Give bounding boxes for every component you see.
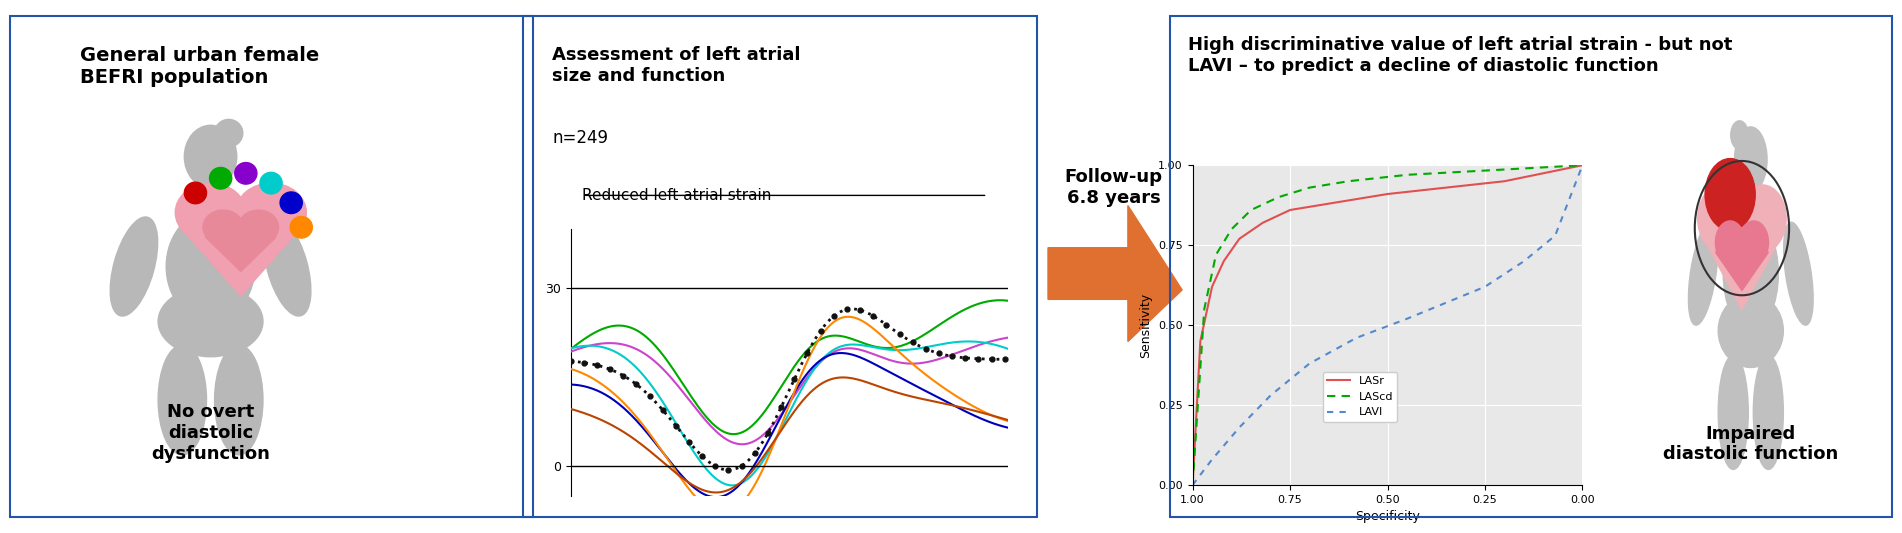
Bar xyxy=(1744,168,1757,200)
Ellipse shape xyxy=(215,119,243,147)
Circle shape xyxy=(291,216,312,238)
Polygon shape xyxy=(181,227,301,296)
LAVI xyxy=(1544,232,1567,239)
LASr xyxy=(1318,200,1341,207)
Legend: LASr, LAScd, LAVI: LASr, LAScd, LAVI xyxy=(1324,372,1398,422)
Ellipse shape xyxy=(1738,221,1769,264)
Polygon shape xyxy=(1716,252,1769,290)
LAScd xyxy=(1267,194,1290,200)
Circle shape xyxy=(234,163,257,184)
X-axis label: Specificity: Specificity xyxy=(1354,510,1421,523)
Ellipse shape xyxy=(184,125,236,188)
LASr xyxy=(1229,236,1252,242)
LAVI xyxy=(1512,258,1535,264)
LASr xyxy=(1571,162,1594,168)
LASr xyxy=(1278,207,1301,213)
LAScd xyxy=(1181,482,1204,488)
LAVI xyxy=(1434,300,1457,306)
Ellipse shape xyxy=(165,212,255,321)
Circle shape xyxy=(184,182,207,204)
Text: Impaired
diastolic function: Impaired diastolic function xyxy=(1662,425,1839,463)
Ellipse shape xyxy=(1784,222,1813,325)
Text: General urban female
BEFRI population: General urban female BEFRI population xyxy=(80,46,320,87)
LAVI xyxy=(1181,482,1204,488)
LAScd xyxy=(1571,162,1594,168)
Line: LAScd: LAScd xyxy=(1193,165,1582,485)
LASr xyxy=(1181,482,1204,488)
Y-axis label: Sensitivity: Sensitivity xyxy=(1139,293,1153,358)
Ellipse shape xyxy=(175,183,245,242)
Line: LASr: LASr xyxy=(1193,165,1582,485)
Ellipse shape xyxy=(110,217,158,316)
LAVI xyxy=(1229,424,1252,431)
Ellipse shape xyxy=(1723,216,1778,331)
LASr xyxy=(1377,191,1400,197)
LASr xyxy=(1434,184,1457,191)
LASr xyxy=(1493,178,1516,184)
Ellipse shape xyxy=(204,210,243,245)
Text: High discriminative value of left atrial strain - but not
LAVI – to predict a de: High discriminative value of left atrial… xyxy=(1189,36,1733,75)
LAScd xyxy=(1221,226,1244,232)
Ellipse shape xyxy=(1731,121,1748,149)
Ellipse shape xyxy=(1718,355,1748,470)
Ellipse shape xyxy=(1738,185,1786,252)
Text: Reduced left atrial strain: Reduced left atrial strain xyxy=(582,188,772,203)
Line: LAVI: LAVI xyxy=(1193,165,1582,485)
LAVI xyxy=(1474,284,1497,290)
LAScd xyxy=(1204,252,1227,258)
LAScd xyxy=(1396,172,1419,178)
LASr xyxy=(1200,284,1223,290)
Ellipse shape xyxy=(158,286,262,357)
Bar xyxy=(200,165,221,196)
Text: n=249: n=249 xyxy=(552,129,609,147)
LAVI xyxy=(1259,392,1282,399)
LAVI xyxy=(1571,162,1594,168)
Ellipse shape xyxy=(1698,185,1744,252)
LASr xyxy=(1212,258,1234,264)
LAVI xyxy=(1297,360,1320,367)
LAScd xyxy=(1453,168,1476,175)
Ellipse shape xyxy=(1716,221,1744,264)
LAScd xyxy=(1297,184,1320,191)
Polygon shape xyxy=(205,237,276,271)
Circle shape xyxy=(280,192,302,214)
LAScd xyxy=(1193,306,1215,312)
Circle shape xyxy=(261,172,281,194)
Ellipse shape xyxy=(238,210,278,245)
Ellipse shape xyxy=(215,345,262,455)
LASr xyxy=(1189,338,1212,344)
Ellipse shape xyxy=(264,217,310,316)
Ellipse shape xyxy=(158,345,207,455)
Ellipse shape xyxy=(236,183,306,242)
LAVI xyxy=(1345,335,1368,341)
Circle shape xyxy=(209,167,232,189)
Text: Follow-up
6.8 years: Follow-up 6.8 years xyxy=(1065,168,1162,207)
Text: Assessment of left atrial
size and function: Assessment of left atrial size and funct… xyxy=(552,46,801,85)
Polygon shape xyxy=(1700,233,1784,310)
Ellipse shape xyxy=(1704,158,1756,231)
Ellipse shape xyxy=(1735,127,1767,192)
LAScd xyxy=(1512,165,1535,172)
Polygon shape xyxy=(1048,206,1181,342)
LAVI xyxy=(1200,456,1223,463)
Ellipse shape xyxy=(1718,294,1784,367)
LASr xyxy=(1252,220,1274,226)
Ellipse shape xyxy=(1754,355,1784,470)
LAScd xyxy=(1240,207,1263,213)
Ellipse shape xyxy=(1689,222,1718,325)
LAVI xyxy=(1396,316,1419,322)
LAScd xyxy=(1337,178,1360,184)
Text: No overt
diastolic
dysfunction: No overt diastolic dysfunction xyxy=(150,403,270,463)
